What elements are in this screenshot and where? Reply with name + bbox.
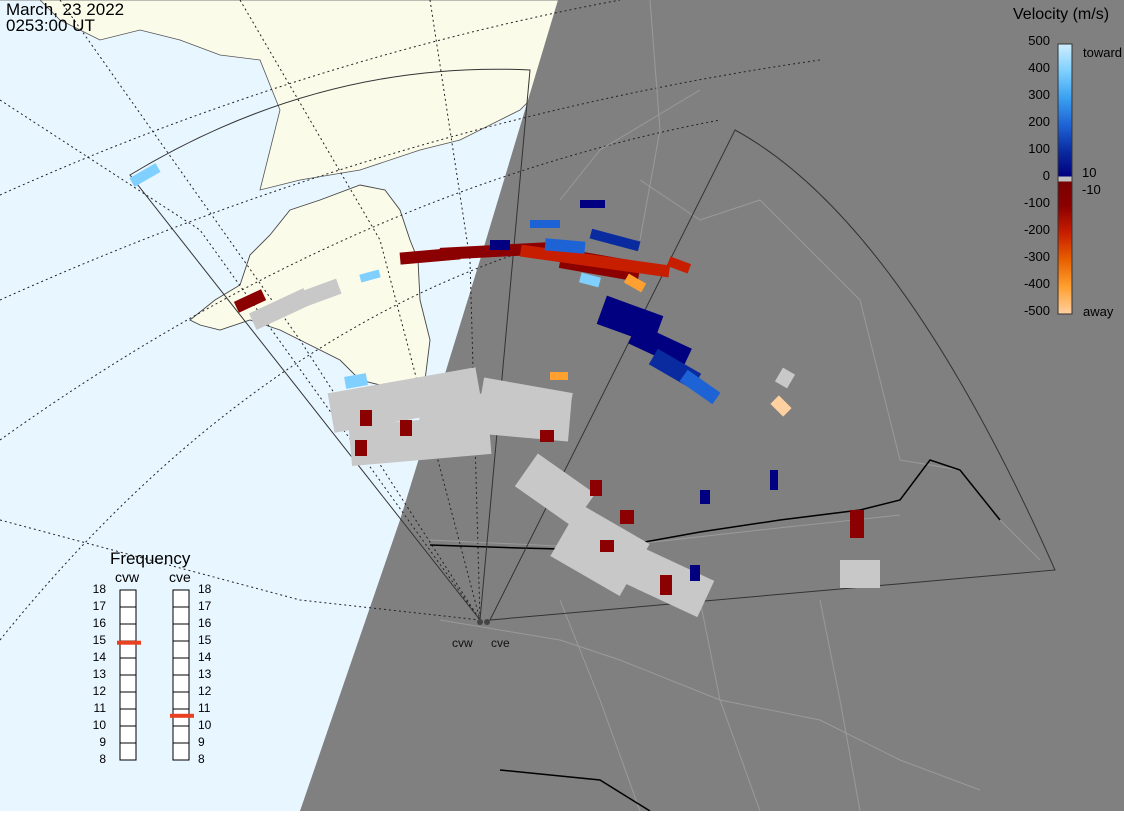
scatter-cell [540, 430, 554, 442]
scatter-cell [490, 240, 510, 250]
frequency-scale-label: 13 [198, 667, 212, 681]
frequency-scale-label: 8 [198, 752, 205, 766]
plot-date: March, 23 2022 [6, 0, 125, 19]
frequency-scale-label: 11 [93, 701, 106, 715]
scatter-cell [530, 220, 560, 228]
colorbar-tick-label: -400 [1023, 276, 1050, 291]
frequency-scale-label: 18 [92, 582, 106, 596]
radar-site-cve [484, 619, 490, 625]
fov-outlines [129, 68, 1056, 622]
frequency-scale-label: 18 [198, 582, 212, 596]
frequency-scale-label: 9 [198, 735, 205, 749]
frequency-scale-label: 10 [198, 718, 212, 732]
scatter-cell [355, 440, 367, 456]
frequency-scale-label: 15 [198, 633, 212, 647]
colorbar-tick-label: -500 [1023, 303, 1050, 318]
colorbar-tick-label: 300 [1028, 87, 1050, 102]
boundaries [429, 0, 1041, 812]
scatter-cell [544, 238, 586, 254]
graticule [0, 0, 821, 641]
frequency-radar-cve: cve [169, 569, 191, 585]
frequency-scale-label: 8 [99, 752, 106, 766]
scatter-cell [700, 490, 710, 504]
scatter-cell [589, 228, 641, 252]
frequency-scale-label: 12 [92, 684, 106, 698]
frequency-scale-label: 14 [92, 650, 106, 664]
frequency-scale-label: 13 [92, 667, 106, 681]
night-terminator [300, 0, 1124, 811]
frequency-marker [117, 640, 141, 645]
frequency-radar-cvw: cvw [115, 569, 140, 585]
scatter-cell [840, 560, 880, 588]
colorbar-title: Velocity (m/s) [1013, 6, 1110, 23]
land-alaska [189, 184, 431, 391]
frequency-scale-label: 16 [198, 616, 212, 630]
scatter-cell [666, 256, 692, 274]
scatter-cell [298, 278, 342, 308]
scatter-cell [249, 288, 311, 330]
frequency-scale-label: 11 [198, 701, 211, 715]
scatter-cell [519, 244, 671, 278]
scatter-cell [679, 369, 721, 405]
colorbar-tick-label: 200 [1028, 114, 1050, 129]
scatter-cell [850, 510, 864, 538]
colorbar-tick-label: 10 [1082, 165, 1097, 180]
scatter-cell [579, 272, 601, 288]
scatter-cells [129, 163, 880, 618]
scatter-cell [590, 480, 602, 496]
colorbar-tick-label: 400 [1028, 60, 1050, 75]
scatter-cell [233, 289, 267, 313]
colorbar-tick-label: -100 [1023, 195, 1050, 210]
frequency-scale-label: 14 [198, 650, 212, 664]
scatter-cell [400, 420, 412, 436]
scatter-cell [477, 377, 573, 433]
colorbar-tick-label: 0 [1042, 168, 1050, 183]
scatter-cell [620, 510, 634, 524]
scatter-cell [359, 269, 381, 283]
scatter-cell [580, 200, 605, 208]
frequency-scale-label: 10 [92, 718, 106, 732]
radar-site-cvw [477, 619, 483, 625]
frequency-scale-label: 12 [198, 684, 212, 698]
scatter-cell [690, 565, 700, 581]
colorbar-tick-label: 100 [1028, 141, 1050, 156]
colorbar-toward: toward [1083, 45, 1123, 60]
us-mexico-border [499, 769, 651, 812]
colorbar-tick-label: 500 [1028, 33, 1050, 48]
radar-label-cve: cve [491, 636, 510, 650]
plot-time: 0253:00 UT [6, 16, 95, 35]
scatter-cell [344, 373, 368, 389]
scatter-cell [600, 540, 614, 552]
scatter-cell [360, 410, 372, 426]
colorbar-tick-label: -300 [1023, 249, 1050, 264]
frequency-gauges [117, 589, 194, 761]
colorbar-tick-label: -10 [1082, 182, 1101, 197]
colorbar-scale [1057, 43, 1073, 315]
scatter-cell [628, 323, 692, 369]
colorbar-tick-label: -200 [1023, 222, 1050, 237]
frequency-scale-label: 16 [92, 616, 106, 630]
land-arctic [0, 0, 601, 191]
scatter-cell [623, 273, 647, 293]
radar-label-cvw: cvw [452, 636, 473, 650]
scatter-cell [660, 575, 672, 595]
frequency-scale-label: 17 [92, 599, 106, 613]
frequency-scale-label: 17 [198, 599, 212, 613]
scatter-cell [514, 453, 596, 527]
scatter-cell [770, 470, 778, 490]
scatter-cell [550, 372, 568, 380]
colorbar-away: away [1083, 304, 1114, 319]
scatter-cell [770, 395, 792, 417]
scatter-cell [129, 163, 161, 187]
frequency-marker [170, 713, 194, 718]
frequency-scale-label: 9 [99, 735, 106, 749]
scatter-cell [774, 367, 796, 389]
frequency-scale-label: 15 [92, 633, 106, 647]
frequency-title: Frequency [110, 549, 191, 568]
